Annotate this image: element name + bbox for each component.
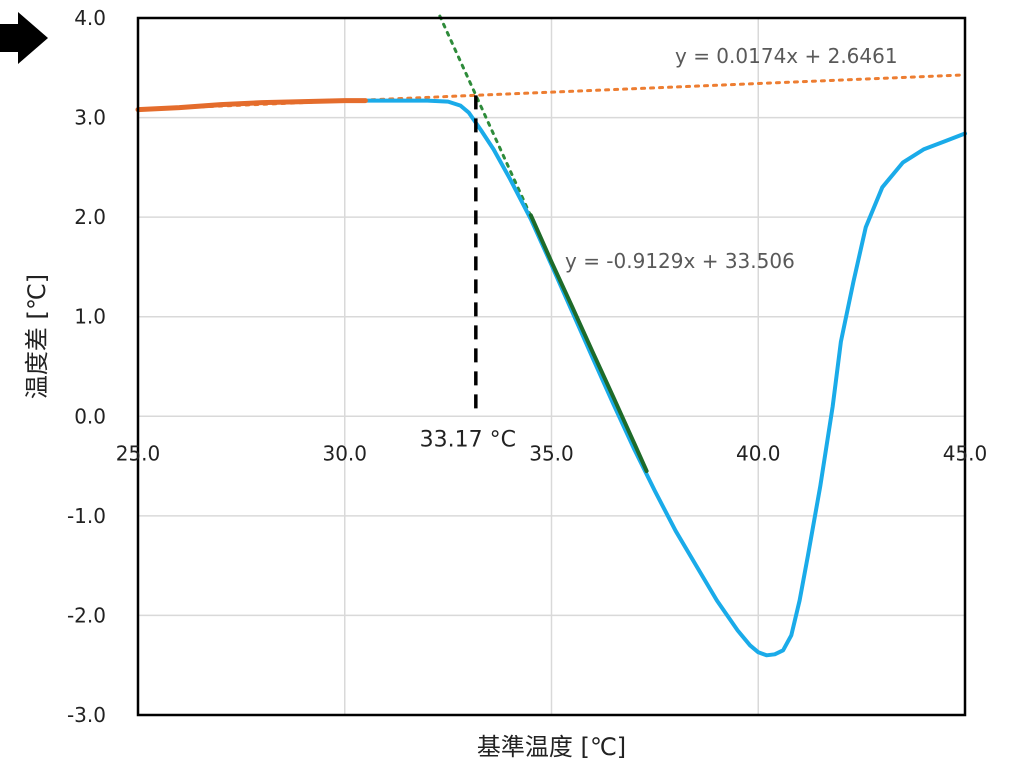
series-layer <box>135 14 967 658</box>
grid <box>137 17 966 716</box>
y-axis-title: 温度差 [℃] <box>23 274 51 399</box>
x-tick-label: 35.0 <box>529 441 574 465</box>
y-tick-label: 1.0 <box>74 305 106 329</box>
x-tick-label: 30.0 <box>322 441 367 465</box>
y-tick-label: -2.0 <box>67 603 106 627</box>
trendline-equation: y = 0.0174x + 2.6461 <box>675 44 898 68</box>
y-tick-label: -3.0 <box>67 703 106 727</box>
x-tick-label: 40.0 <box>736 441 781 465</box>
label-layer: -3.0 -2.0 -1.0 0.0 1.0 2.0 3.0 4.0 25.0 30.0 35.0 4… <box>23 6 987 761</box>
y-tick-label: 4.0 <box>74 6 106 30</box>
y-tick-label: 0.0 <box>74 404 106 428</box>
y-tick-label: 3.0 <box>74 106 106 130</box>
x-tick-label: 45.0 <box>943 441 988 465</box>
trendline-equation: y = -0.9129x + 33.506 <box>565 249 795 273</box>
arrow-icon <box>0 12 48 64</box>
plot-area-border <box>136 16 967 717</box>
series-line-baseline-range <box>135 98 368 113</box>
trendline <box>438 14 533 218</box>
onset-temperature-label: 33.17 °C <box>420 427 516 452</box>
y-tick-label: 2.0 <box>74 205 106 229</box>
x-axis-title: 基準温度 [℃] <box>477 733 626 761</box>
series-line-slope-range <box>528 213 649 473</box>
x-tick-label: 25.0 <box>116 441 161 465</box>
series-line-measured <box>136 98 967 658</box>
y-tick-label: -1.0 <box>67 504 106 528</box>
